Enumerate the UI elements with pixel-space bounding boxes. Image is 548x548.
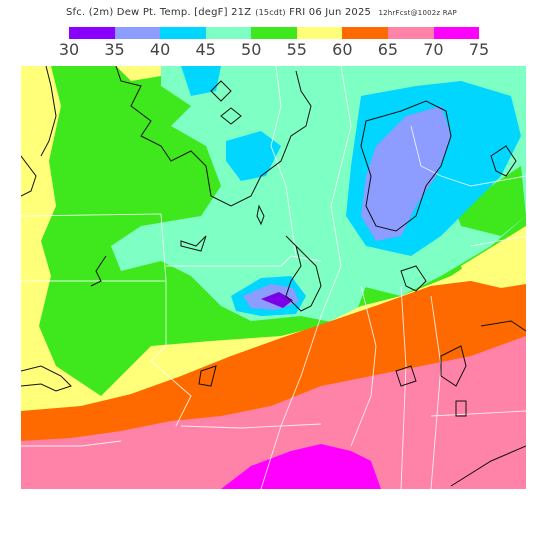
title-date: FRI 06 Jun 2025 (289, 7, 372, 18)
field-yellow-north (116, 66, 171, 81)
color-legend-ticks: 30 35 40 45 50 55 60 65 70 75 (56, 40, 496, 60)
legend-tick-label: 65 (377, 40, 399, 59)
legend-swatch (433, 27, 480, 39)
dewpoint-map (21, 66, 526, 489)
legend-tick-label: 50 (241, 40, 262, 59)
legend-tick-label: 75 (468, 40, 490, 59)
legend-swatch (342, 27, 388, 39)
legend-swatch (160, 27, 206, 39)
title-model: 12hrFcst@1002z RAP (378, 9, 457, 17)
contour-lines (21, 66, 526, 487)
field-yellow-band (21, 226, 526, 426)
legend-swatch (387, 27, 434, 39)
legend-swatch (296, 27, 343, 39)
field-aqua-central (111, 66, 401, 326)
map-title: Sfc. (2m) Dew Pt. Temp. [degF] 21Z (15cdt… (66, 7, 457, 18)
title-main: Sfc. (2m) Dew Pt. Temp. [degF] 21Z (66, 7, 252, 18)
legend-swatch (69, 27, 115, 39)
field-green-east (451, 166, 526, 236)
legend-swatch (251, 27, 297, 39)
state-borders (21, 66, 526, 489)
legend-tick-label: 70 (423, 40, 444, 59)
legend-tick-label: 45 (195, 40, 216, 59)
field-cyan-north (181, 66, 221, 96)
legend-tick-label: 55 (286, 40, 307, 59)
legend-tick-label: 60 (332, 40, 353, 59)
dewpoint-map-svg (21, 66, 526, 489)
legend-tick-label: 40 (149, 40, 171, 59)
field-orange-band-top (21, 281, 526, 434)
legend-swatch (205, 27, 252, 39)
legend-tick-label: 30 (58, 40, 80, 59)
field-pink-south (21, 336, 526, 489)
legend-tick-label: 35 (104, 40, 125, 59)
color-legend-bar (69, 27, 480, 39)
field-cyan-mid (226, 131, 281, 181)
legend-swatch (114, 27, 161, 39)
title-hour: (15cdt) (255, 8, 286, 17)
field-yellow-west (21, 66, 101, 406)
field-periwinkle-east (361, 106, 451, 241)
field-purple-blob (261, 292, 293, 308)
field-magenta-south (221, 444, 381, 489)
